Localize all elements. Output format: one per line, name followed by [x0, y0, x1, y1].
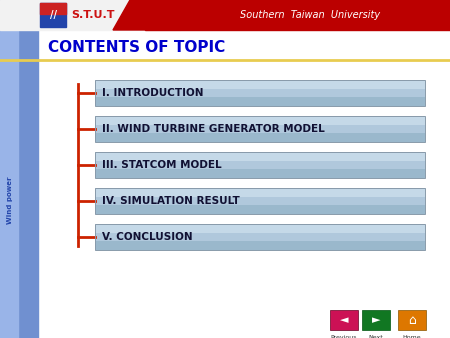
Text: IV. SIMULATION RESULT: IV. SIMULATION RESULT [102, 196, 240, 206]
Text: Previous: Previous [331, 335, 357, 338]
Text: Home: Home [403, 335, 421, 338]
Text: V. CONCLUSION: V. CONCLUSION [102, 232, 193, 242]
Bar [95, 80, 425, 89]
Bar [95, 188, 425, 214]
Bar [95, 161, 425, 169]
Text: //: // [50, 10, 57, 20]
Bar [95, 169, 425, 178]
Bar [95, 152, 425, 161]
Text: III. STATCOM MODEL: III. STATCOM MODEL [102, 160, 221, 170]
Bar [40, 3, 66, 14]
Bar [95, 97, 425, 106]
Bar [95, 125, 425, 133]
Text: Wind power: Wind power [7, 176, 13, 224]
Bar [0, 0, 18, 338]
Bar [95, 188, 425, 197]
Bar [145, 0, 450, 30]
Text: CONTENTS OF TOPIC: CONTENTS OF TOPIC [48, 41, 225, 55]
Polygon shape [113, 0, 165, 30]
Bar [398, 310, 426, 330]
Bar [95, 89, 425, 97]
Text: ◄: ◄ [340, 315, 348, 325]
Bar [95, 197, 425, 205]
Text: II. WIND TURBINE GENERATOR MODEL: II. WIND TURBINE GENERATOR MODEL [102, 124, 325, 134]
Bar [95, 224, 425, 250]
Bar [95, 205, 425, 214]
Bar [95, 133, 425, 142]
Bar [330, 310, 358, 330]
Text: S.T.U.T: S.T.U.T [71, 10, 115, 20]
Text: Next: Next [369, 335, 383, 338]
Bar [362, 310, 390, 330]
Text: Southern  Taiwan  University: Southern Taiwan University [240, 10, 380, 20]
Bar [0, 0, 180, 30]
Bar [95, 224, 425, 233]
Text: ⌂: ⌂ [408, 314, 416, 327]
Bar [95, 152, 425, 178]
Bar [95, 116, 425, 125]
Bar [0, 0, 38, 338]
Text: ►: ► [372, 315, 380, 325]
Bar [95, 241, 425, 250]
Bar [95, 80, 425, 106]
Bar [40, 3, 66, 27]
Text: I. INTRODUCTION: I. INTRODUCTION [102, 88, 203, 98]
Bar [95, 116, 425, 142]
Bar [95, 233, 425, 241]
